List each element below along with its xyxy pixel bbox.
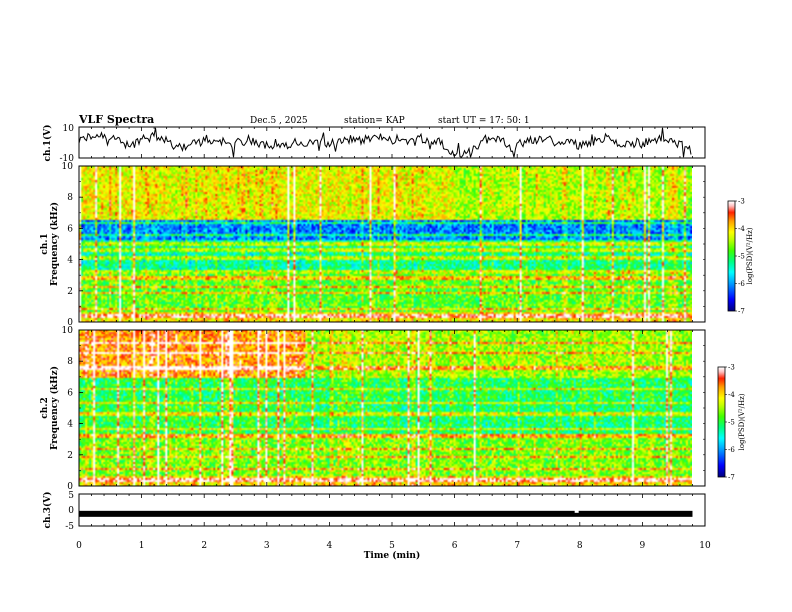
x-tick-label: 1 (139, 541, 145, 551)
ch3-ytick-top: 5 (68, 491, 74, 501)
x-tick-label: 3 (264, 541, 270, 551)
ch2-spectrogram-ytick-label: 6 (67, 388, 73, 398)
ch1-colorbar-tick-label: -4 (738, 225, 745, 233)
ch3-dropout-gap (574, 509, 579, 513)
ch2-colorbar-tick-label: -7 (728, 474, 735, 482)
ch2-colorbar-image (718, 367, 725, 477)
ch2-colorbar-ticks: -3 -4 -5 -6 -7 (725, 364, 735, 482)
ch2-spectrogram-ytick-label: 4 (67, 420, 73, 430)
ch1-colorbar-tick-label: -5 (738, 253, 745, 261)
ch1-colorbar-ticks: -3 -4 -5 -6 -7 (735, 198, 745, 316)
figure-title: VLF Spectra (78, 113, 154, 126)
ch1-colorbar-tick-label: -7 (738, 308, 745, 316)
ch1-colorbar-tick-label: -6 (738, 280, 745, 288)
ch1-colorbar-image (728, 201, 735, 311)
ch1-ytick-top: 10 (63, 124, 75, 134)
x-tick-label: 6 (452, 541, 458, 551)
ch2-colorbar-tick-label: -3 (728, 364, 735, 372)
ch1-waveform-xticks (78, 127, 706, 158)
ch2-spectrogram-ytick-label: 10 (62, 326, 74, 336)
ch1-colorbar-tick-label: -3 (738, 198, 745, 206)
ch2-colorbar-tick-label: -6 (728, 446, 735, 454)
ch1-spectrogram-ytick-label: 4 (67, 256, 73, 266)
ch3-dropouts (574, 509, 579, 513)
ch2-spectrogram-xticks (78, 330, 706, 486)
ch2-spectrogram-image (79, 330, 692, 486)
x-tick-label: 5 (389, 541, 395, 551)
ch3-ylabel: ch.3(V) (42, 492, 53, 529)
x-tick-label: 10 (699, 541, 711, 551)
ch2-colorbar-tick-label: -4 (728, 391, 735, 399)
ch1-colorbar-label: log(PSD)(V²/Hz) (746, 227, 754, 284)
ch2-freq-label: Frequency (kHz) (49, 366, 60, 450)
ch1-spectrogram-image (79, 166, 692, 322)
ch2-colorbar-label: log(PSD)(V²/Hz) (738, 393, 746, 450)
ch3-panel: 5 0 -5 ch.3(V) 0 1 2 3 4 5 6 7 8 9 10 Time (min) (42, 491, 711, 561)
ch3-ytick-mid: 0 (68, 506, 74, 516)
ch1-spectrogram-ytick-label: 2 (67, 287, 73, 297)
ch2-colorbar-tick-label: -5 (728, 419, 735, 427)
header-date: Dec.5 , 2025 (250, 116, 308, 126)
x-axis-tick-labels: 0 1 2 3 4 5 6 7 8 9 10 (76, 541, 711, 551)
x-tick-label: 9 (640, 541, 646, 551)
x-axis-label: Time (min) (364, 550, 421, 561)
x-tick-label: 8 (577, 541, 583, 551)
ch1-spectrogram-ytick-label: 8 (67, 193, 73, 203)
ch3-xticks (78, 494, 706, 526)
ch1-spectrogram-ytick-label: 6 (67, 224, 73, 234)
ch1-freq-label: Frequency (kHz) (49, 202, 60, 286)
x-tick-label: 0 (76, 541, 82, 551)
ch2-channel-label: ch.2 (40, 397, 50, 418)
ch1-ylabel: ch.1(V) (42, 125, 53, 162)
ch3-signal-bar (79, 510, 693, 517)
ch2-spectrogram-ytick-label: 0 (67, 482, 73, 492)
ch2-spectrogram-ytick-label: 8 (67, 357, 73, 367)
ch1-spectrogram-yticks: 0 2 4 6 8 10 (62, 162, 705, 328)
ch1-spectrogram-xticks (78, 166, 706, 322)
ch1-ytick-bottom: -10 (60, 154, 75, 164)
ch3-ytick-bottom: -5 (65, 522, 74, 532)
ch1-spectrogram-ytick-label: 0 (67, 318, 73, 328)
ch1-waveform-line (78, 127, 692, 158)
header-start-time: start UT = 17: 50: 1 (438, 116, 530, 126)
ch1-waveform-panel: 10 -10 ch.1(V) (42, 124, 706, 164)
x-tick-label: 2 (201, 541, 207, 551)
header-station: station= KAP (344, 116, 405, 126)
ch3-frame (78, 493, 706, 527)
x-tick-label: 7 (514, 541, 520, 551)
ch1-spectrogram-ytick-label: 10 (62, 162, 74, 172)
ch1-channel-label: ch.1 (40, 233, 50, 254)
ch2-spectrogram-ytick-label: 2 (67, 451, 73, 461)
x-tick-label: 4 (327, 541, 333, 551)
